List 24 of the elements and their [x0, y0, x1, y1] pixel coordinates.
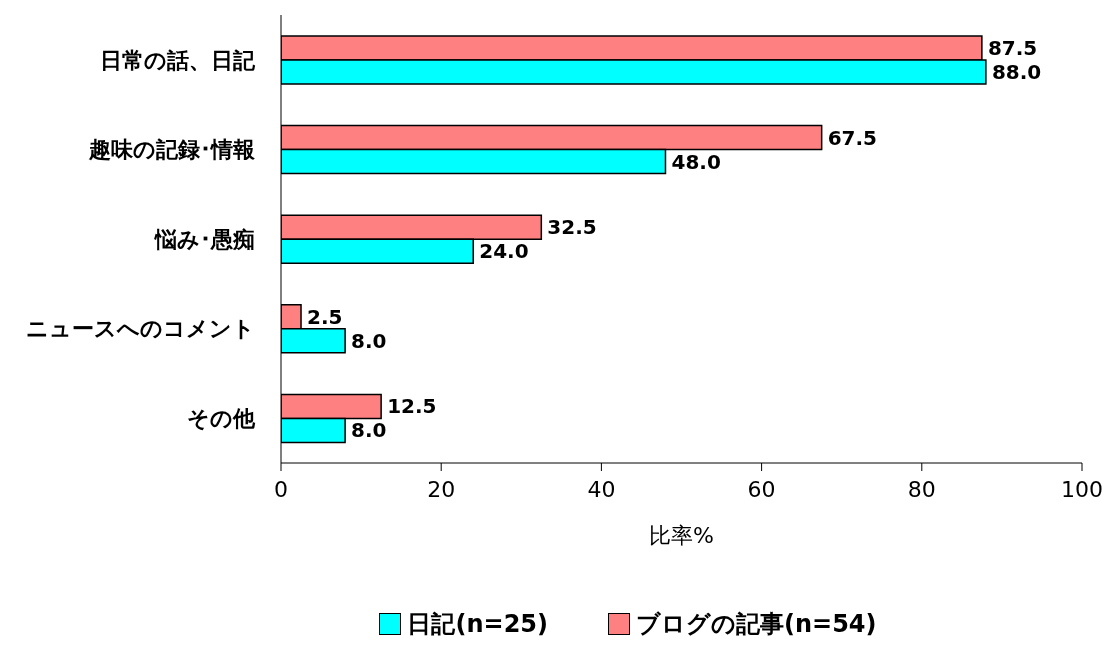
data-label: 2.5 [307, 304, 343, 329]
y-tick-label: 日常の話、日記 [100, 47, 256, 73]
x-tick-label: 0 [274, 476, 288, 502]
legend-label: ブログの記事(n=54) [636, 609, 877, 640]
data-label: 8.0 [351, 418, 387, 443]
data-label: 67.5 [827, 125, 878, 150]
data-label: 87.5 [987, 36, 1038, 60]
x-axis-title: 比率% [649, 523, 714, 548]
data-label: 8.0 [351, 328, 387, 353]
x-tick-label: 80 [907, 476, 936, 502]
x-tick-label: 40 [587, 476, 616, 502]
y-tick-label: 悩み･愚痴 [153, 226, 255, 252]
data-label: 32.5 [547, 215, 597, 240]
y-tick-label: ニュースへのコメント [26, 316, 255, 342]
data-label: 88.0 [991, 60, 1042, 84]
x-tick-label: 60 [747, 476, 776, 502]
data-label: 12.5 [387, 394, 437, 419]
legend-label: 日記(n=25) [407, 609, 548, 640]
data-label: 48.0 [671, 149, 721, 174]
x-tick-label: 100 [1061, 476, 1103, 502]
y-tick-label: その他 [187, 406, 256, 432]
y-tick-label: 趣味の記録･情報 [88, 137, 256, 163]
x-tick-label: 20 [427, 476, 456, 502]
data-label: 24.0 [479, 239, 529, 264]
